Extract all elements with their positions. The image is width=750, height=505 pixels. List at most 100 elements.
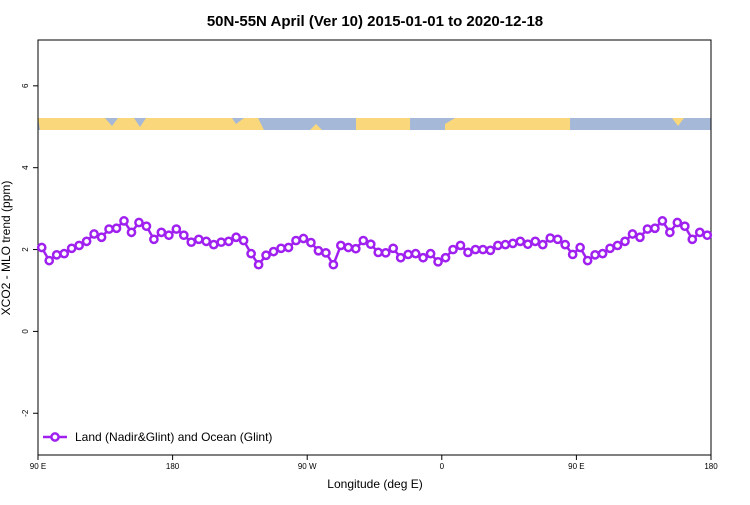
x-tick-label: 90 E (30, 462, 46, 471)
data-point (567, 249, 578, 260)
data-point (343, 242, 354, 253)
data-point (395, 252, 406, 263)
y-tick-label: 0 (21, 329, 30, 334)
data-point (59, 248, 70, 259)
data-point (66, 243, 77, 254)
data-point (261, 250, 271, 261)
data-point (365, 239, 376, 250)
legend-marker (50, 432, 60, 442)
data-point (208, 239, 219, 250)
x-axis-label: Longitude (deg E) (327, 477, 422, 491)
data-point (306, 237, 316, 248)
data-point (635, 232, 645, 243)
x-tick-label: 90 W (298, 462, 317, 471)
data-point (388, 243, 399, 254)
data-point (89, 229, 99, 239)
data-point (679, 221, 690, 232)
data-point (448, 244, 458, 255)
data-point (119, 216, 129, 226)
data-point (253, 259, 264, 270)
data-point (582, 255, 593, 266)
data-point (201, 236, 212, 247)
data-point (111, 223, 122, 234)
data-point (328, 259, 339, 270)
data-point (298, 233, 309, 244)
y-axis-label: XCO2 - MLO trend (ppm) (0, 181, 13, 316)
data-point (231, 232, 242, 243)
data-point (650, 223, 660, 234)
data-point (478, 244, 488, 255)
data-point (193, 234, 204, 245)
data-point (620, 236, 630, 247)
legend-label: Land (Nadir&Glint) and Ocean (Glint) (75, 430, 272, 444)
data-point (358, 235, 369, 246)
data-point (156, 227, 167, 238)
x-tick-label: 0 (440, 462, 445, 471)
data-point (96, 232, 107, 243)
data-point (171, 224, 182, 234)
data-point (380, 247, 391, 258)
data-point (276, 243, 286, 254)
data-point (493, 240, 503, 251)
data-point (545, 233, 556, 243)
data-point (178, 230, 189, 241)
data-point (403, 249, 413, 260)
data-point (552, 234, 563, 245)
data-point (500, 239, 511, 250)
data-point (74, 240, 84, 251)
data-point (44, 255, 55, 266)
data-point (410, 248, 421, 259)
data-point (186, 237, 197, 248)
data-point (104, 224, 114, 234)
data-point (627, 229, 638, 239)
data-point (597, 248, 608, 259)
data-point (702, 230, 713, 241)
y-tick-label: 6 (21, 83, 30, 88)
data-point (373, 247, 384, 258)
data-point (522, 239, 533, 250)
data-point (612, 240, 623, 251)
data-point (440, 252, 451, 263)
data-point (216, 237, 227, 248)
data-point (36, 242, 47, 253)
data-point (425, 248, 436, 259)
data-point (313, 245, 324, 256)
data-point (141, 221, 152, 232)
data-point (268, 246, 279, 257)
data-point (418, 252, 428, 263)
data-point (687, 234, 698, 245)
data-point (51, 250, 62, 260)
data-point (238, 235, 249, 246)
data-point (433, 256, 443, 267)
data-point (642, 224, 653, 234)
data-point (605, 243, 615, 254)
data-point (672, 217, 683, 228)
data-point (455, 240, 466, 251)
y-tick-label: 4 (21, 165, 30, 170)
chart-title: 50N-55N April (Ver 10) 2015-01-01 to 202… (207, 13, 543, 30)
data-point (694, 227, 705, 238)
data-point (81, 236, 92, 247)
data-point (149, 234, 159, 245)
data-point (590, 250, 600, 260)
data-point (134, 217, 144, 228)
data-point (283, 242, 294, 253)
data-point (463, 247, 473, 258)
data-point (470, 244, 481, 255)
data-point (291, 235, 301, 246)
land-ocean-mask (38, 118, 711, 130)
data-point (537, 239, 548, 250)
data-point (321, 247, 331, 258)
data-point (164, 230, 174, 241)
data-point (350, 243, 361, 254)
data-point (575, 242, 585, 253)
y-tick-label: 2 (21, 247, 30, 252)
x-tick-label: 90 E (568, 462, 584, 471)
data-point (515, 236, 526, 247)
y-tick-label: -2 (21, 409, 30, 417)
data-point (665, 227, 675, 238)
data-point (485, 245, 496, 256)
data-point (657, 216, 668, 226)
x-tick-label: 180 (166, 462, 180, 471)
